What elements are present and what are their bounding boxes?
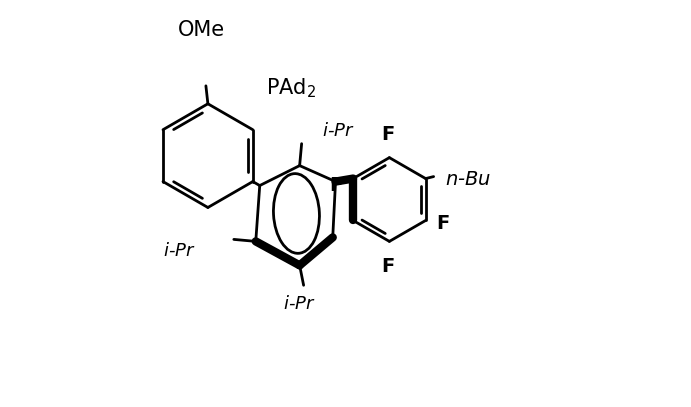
Text: F: F xyxy=(437,214,450,233)
Text: F: F xyxy=(381,257,395,276)
Text: PAd$_2$: PAd$_2$ xyxy=(266,76,316,100)
Text: $i$-Pr: $i$-Pr xyxy=(321,122,354,140)
Text: $i$-Pr: $i$-Pr xyxy=(283,295,316,313)
Text: F: F xyxy=(329,176,342,195)
Text: $n$-Bu: $n$-Bu xyxy=(445,170,491,189)
Text: OMe: OMe xyxy=(178,20,225,40)
Text: F: F xyxy=(381,125,395,144)
Text: $i$-Pr: $i$-Pr xyxy=(163,242,196,260)
